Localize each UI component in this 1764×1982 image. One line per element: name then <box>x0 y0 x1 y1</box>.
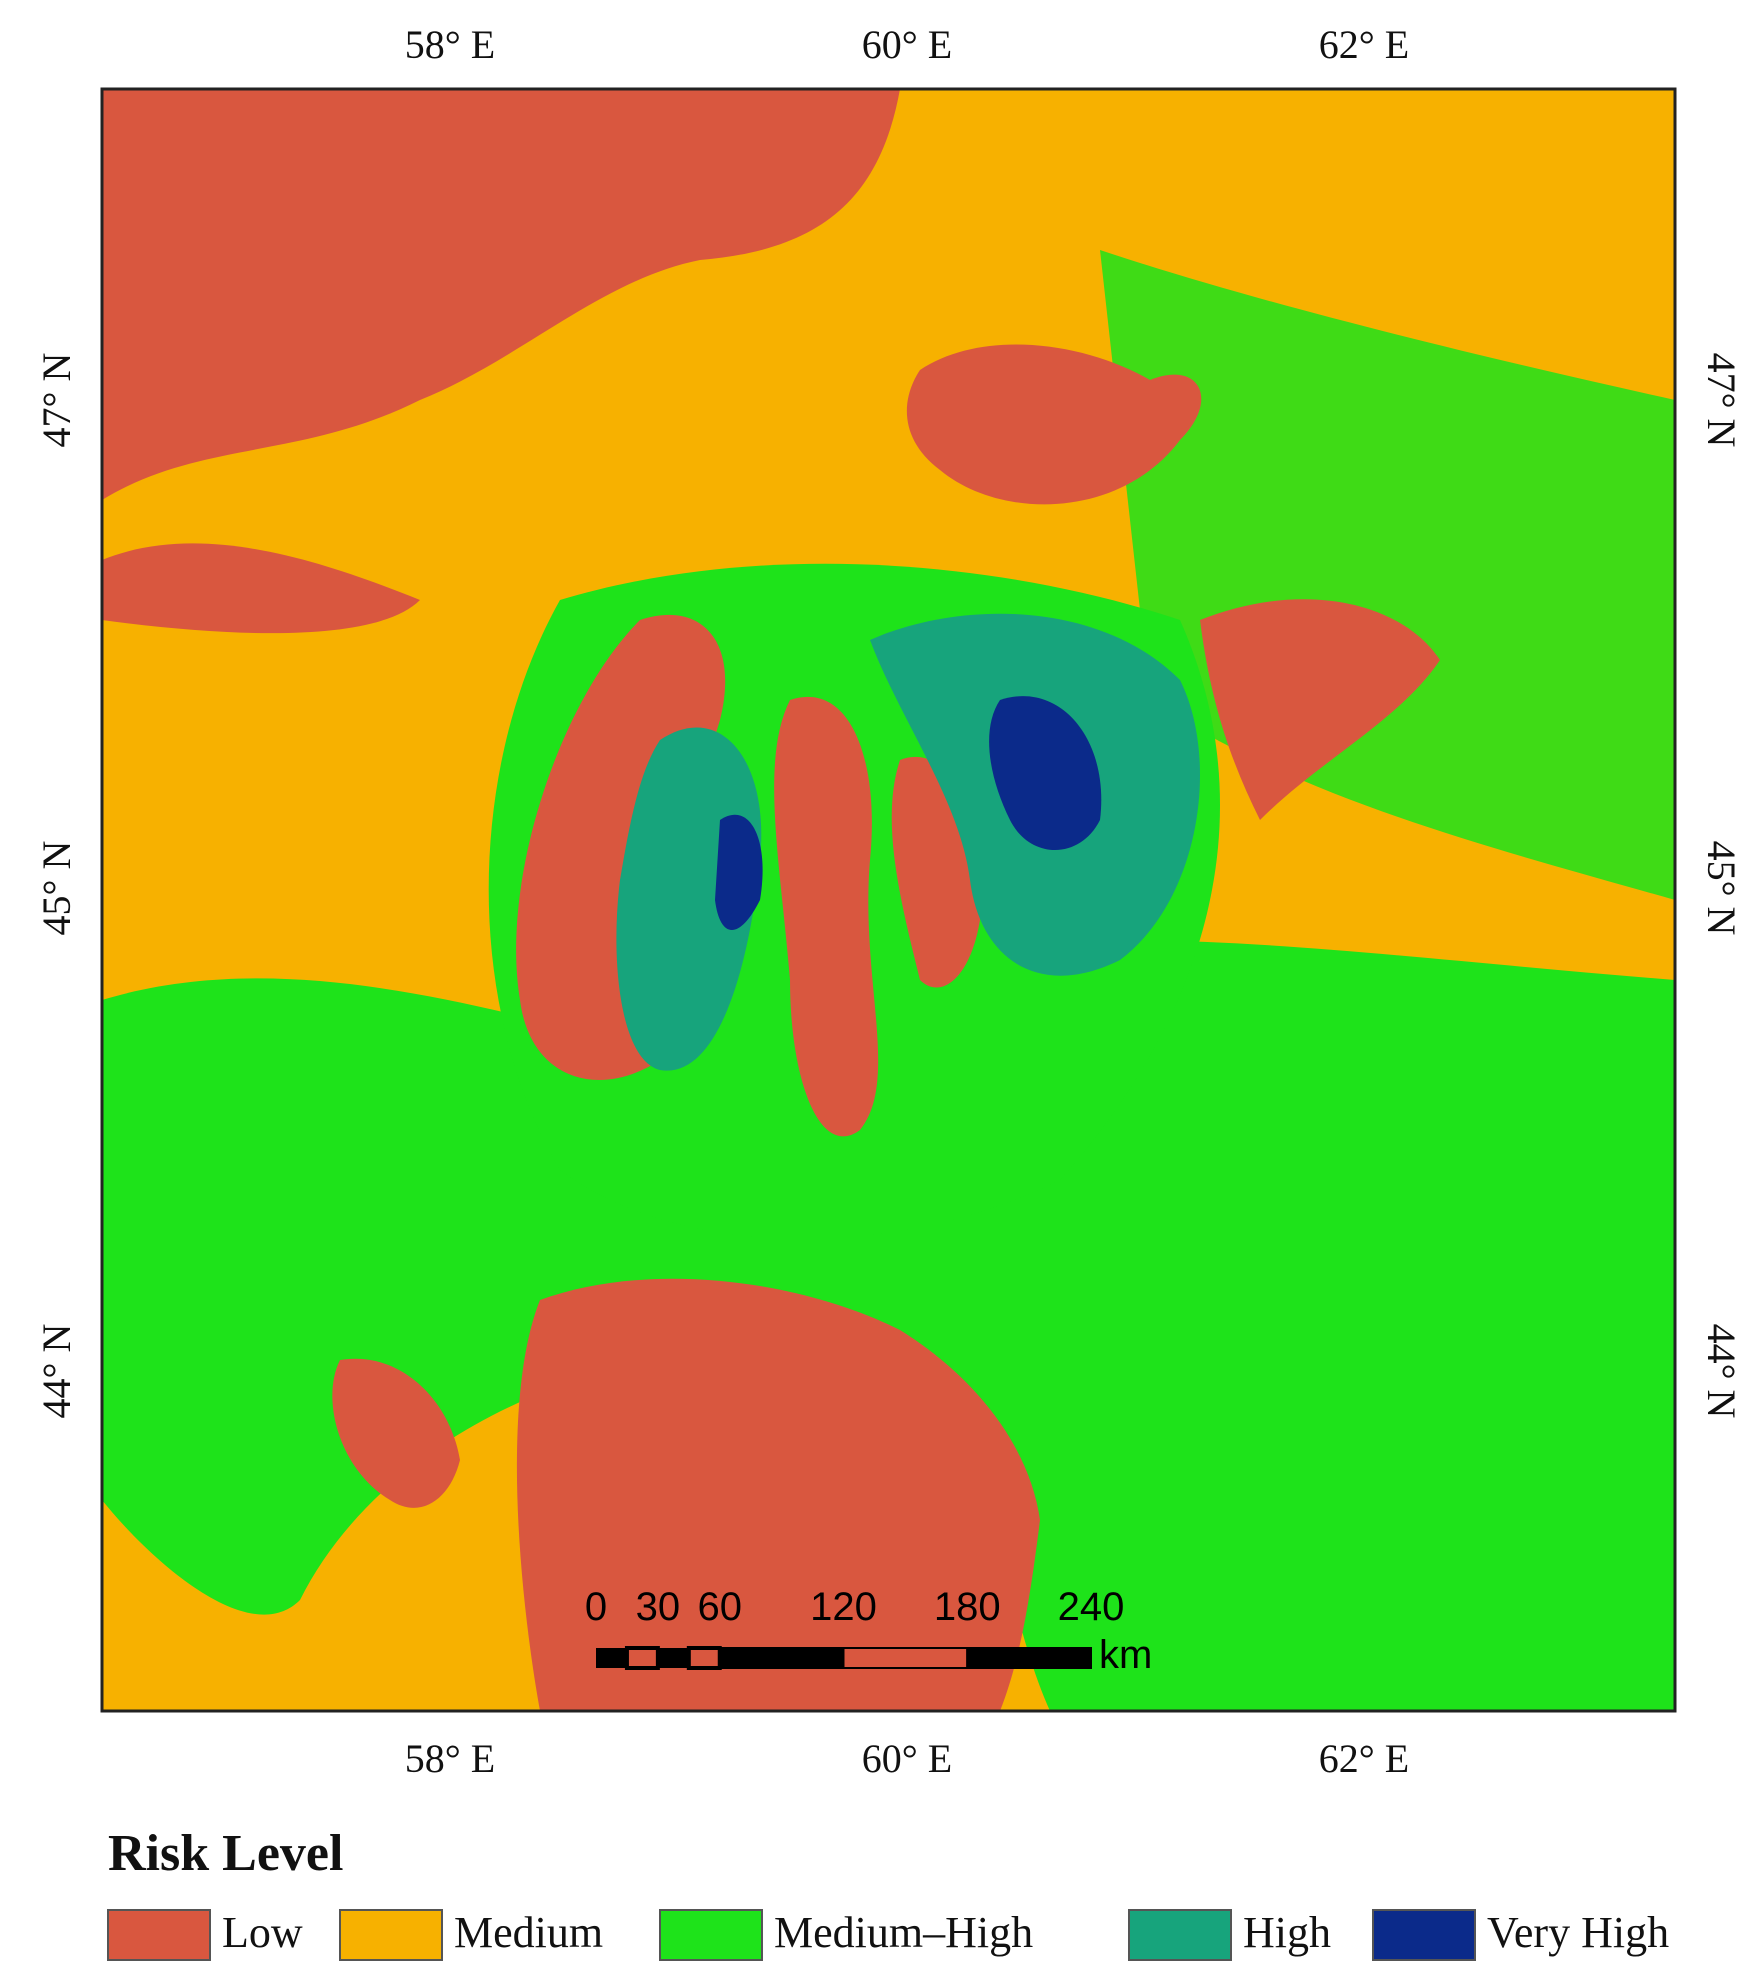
legend-title: Risk Level <box>108 1825 343 1882</box>
risk-raster <box>102 89 1675 1711</box>
longitude-label: 58° E <box>405 22 495 67</box>
legend-swatch <box>659 1909 763 1961</box>
longitude-label: 58° E <box>405 1736 495 1781</box>
scale-segment <box>686 1646 722 1670</box>
longitude-label: 60° E <box>862 22 952 67</box>
longitude-label: 62° E <box>1319 22 1409 67</box>
scale-label: 120 <box>810 1585 877 1629</box>
low-area <box>516 1278 1040 1711</box>
low-area <box>516 614 726 1080</box>
scale-segment <box>657 1648 689 1668</box>
legend-label: Low <box>222 1908 303 1957</box>
scale-segment <box>718 1647 845 1669</box>
scale-label: 240 <box>1058 1585 1125 1629</box>
map-frame <box>100 87 1677 1713</box>
low-area <box>102 543 420 634</box>
very-high-area <box>989 696 1102 850</box>
scale-label: 30 <box>636 1585 681 1629</box>
scale-unit: km <box>1099 1633 1152 1677</box>
latitude-label: 45° N <box>1699 841 1744 936</box>
latitude-label: 47° N <box>34 353 79 448</box>
legend-swatch <box>1128 1909 1232 1961</box>
very-high-area <box>715 814 763 930</box>
legend-swatch <box>339 1909 443 1961</box>
latitude-label: 45° N <box>34 841 79 936</box>
legend: Low Medium Medium–High High Very High <box>107 1908 1669 1961</box>
legend-label: Very High <box>1487 1908 1669 1957</box>
low-area <box>1200 599 1440 820</box>
scale-segment <box>596 1648 627 1668</box>
scale-segment <box>966 1647 1092 1669</box>
longitude-label: 60° E <box>862 1736 952 1781</box>
longitude-label: 62° E <box>1319 1736 1409 1781</box>
latitude-label: 44° N <box>34 1324 79 1419</box>
latitude-label: 44° N <box>1699 1324 1744 1419</box>
legend-label: High <box>1243 1908 1331 1957</box>
legend-swatch <box>1372 1909 1476 1961</box>
scale-label: 0 <box>585 1585 607 1629</box>
scale-label: 180 <box>934 1585 1001 1629</box>
low-area <box>332 1358 460 1508</box>
legend-swatch <box>107 1909 211 1961</box>
low-area <box>774 696 879 1137</box>
low-area <box>102 89 900 500</box>
low-area <box>906 344 1202 505</box>
scale-segment <box>624 1646 660 1670</box>
latitude-label: 47° N <box>1699 353 1744 448</box>
high-area <box>616 727 762 1071</box>
legend-label: Medium–High <box>774 1908 1033 1957</box>
legend-label: Medium <box>454 1908 603 1957</box>
scale-label: 60 <box>698 1585 743 1629</box>
